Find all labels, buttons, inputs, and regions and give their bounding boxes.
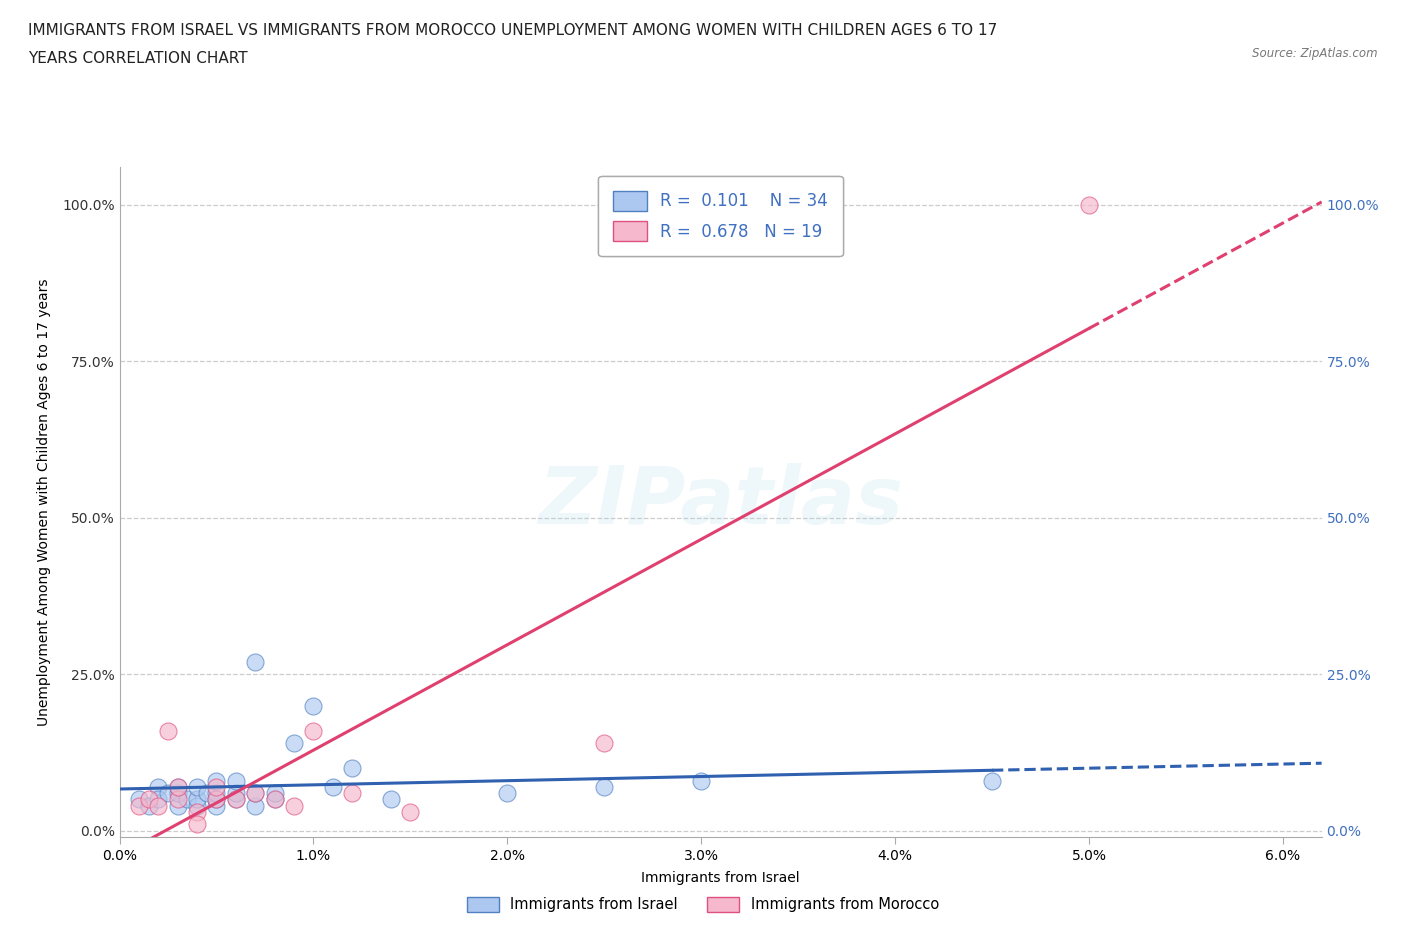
Point <box>263 786 285 801</box>
Point <box>593 736 616 751</box>
Point <box>1078 197 1101 212</box>
Point <box>205 792 228 807</box>
Point <box>138 798 160 813</box>
Point <box>166 792 188 807</box>
Point <box>186 792 208 807</box>
Text: ZIPatlas: ZIPatlas <box>538 463 903 541</box>
Text: YEARS CORRELATION CHART: YEARS CORRELATION CHART <box>28 51 247 66</box>
Point <box>302 724 325 738</box>
Point <box>205 786 228 801</box>
Point <box>399 804 422 819</box>
Point <box>263 792 285 807</box>
Point <box>205 792 228 807</box>
Point <box>156 724 179 738</box>
Point <box>205 798 228 813</box>
Point <box>205 773 228 788</box>
Point <box>148 779 170 794</box>
Point <box>186 779 208 794</box>
Point <box>166 779 188 794</box>
Legend: R =  0.101    N = 34, R =  0.678   N = 19: R = 0.101 N = 34, R = 0.678 N = 19 <box>599 176 842 257</box>
Point <box>138 792 160 807</box>
Point <box>340 786 363 801</box>
Point <box>225 792 247 807</box>
Point <box>322 779 344 794</box>
Point <box>690 773 713 788</box>
Point <box>245 655 267 670</box>
Point <box>195 786 218 801</box>
Y-axis label: Unemployment Among Women with Children Ages 6 to 17 years: Unemployment Among Women with Children A… <box>37 278 51 726</box>
Point <box>302 698 325 713</box>
Point <box>245 786 267 801</box>
Point <box>186 798 208 813</box>
Point <box>496 786 519 801</box>
Point <box>148 798 170 813</box>
Point <box>245 798 267 813</box>
Point <box>340 761 363 776</box>
Point <box>981 773 1004 788</box>
Point <box>176 792 198 807</box>
Point <box>283 798 305 813</box>
Point <box>593 779 616 794</box>
Point <box>225 786 247 801</box>
Legend: Immigrants from Israel, Immigrants from Morocco: Immigrants from Israel, Immigrants from … <box>461 891 945 918</box>
Point <box>283 736 305 751</box>
Point <box>245 786 267 801</box>
X-axis label: Immigrants from Israel: Immigrants from Israel <box>641 871 800 885</box>
Point <box>166 779 188 794</box>
Point <box>225 773 247 788</box>
Point <box>128 798 150 813</box>
Point <box>156 786 179 801</box>
Point <box>205 779 228 794</box>
Text: IMMIGRANTS FROM ISRAEL VS IMMIGRANTS FROM MOROCCO UNEMPLOYMENT AMONG WOMEN WITH : IMMIGRANTS FROM ISRAEL VS IMMIGRANTS FRO… <box>28 23 997 38</box>
Point <box>186 817 208 832</box>
Point <box>263 792 285 807</box>
Point <box>225 792 247 807</box>
Point <box>166 786 188 801</box>
Point <box>166 798 188 813</box>
Text: Source: ZipAtlas.com: Source: ZipAtlas.com <box>1253 46 1378 60</box>
Point <box>186 804 208 819</box>
Point <box>148 792 170 807</box>
Point <box>128 792 150 807</box>
Point <box>380 792 402 807</box>
